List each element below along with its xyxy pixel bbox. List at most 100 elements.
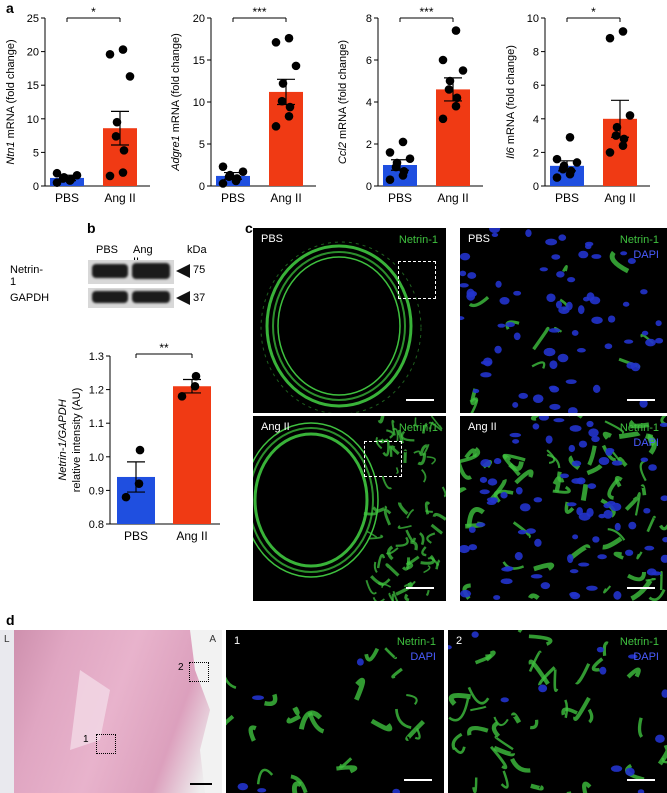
data-point	[565, 132, 575, 142]
nucleus	[623, 339, 634, 344]
netrin-signal	[614, 476, 623, 488]
netrin-signal	[391, 667, 403, 679]
nucleus	[567, 277, 576, 283]
netrin-signal	[618, 430, 641, 440]
netrin-signal	[489, 745, 508, 770]
netrin-signal	[385, 563, 400, 577]
y-tick-label: 0	[366, 181, 372, 193]
micro-marker-netrin: Netrin-1	[619, 636, 659, 648]
micro-marker-netrin: Netrin-1	[619, 422, 659, 434]
netrin-signal	[561, 707, 578, 716]
netrin-signal	[533, 562, 555, 572]
nucleus	[628, 521, 637, 530]
netrin-signal	[586, 464, 603, 476]
netrin-signal	[336, 765, 358, 774]
netrin-signal	[381, 475, 392, 490]
data-point	[399, 167, 409, 176]
nucleus	[448, 645, 452, 650]
netrin-signal	[490, 478, 507, 501]
netrin-signal	[448, 693, 472, 706]
y-tick-label: 1.0	[89, 452, 104, 464]
nucleus	[497, 323, 506, 328]
blot-row-netrin: Netrin-1	[10, 264, 44, 288]
data-point	[398, 137, 408, 147]
netrin-signal	[420, 554, 435, 565]
nucleus	[539, 267, 548, 272]
nucleus	[538, 416, 550, 421]
netrin-signal	[528, 634, 553, 646]
netrin-signal	[468, 296, 490, 308]
nucleus	[491, 232, 499, 237]
scale-bar	[627, 587, 655, 589]
netrin-signal	[527, 593, 540, 600]
nucleus	[641, 330, 649, 336]
netrin-signal	[613, 551, 624, 560]
nucleus	[558, 234, 567, 241]
y-tick-label: 25	[27, 13, 39, 25]
nucleus	[648, 464, 657, 471]
netrin-signal	[601, 444, 617, 462]
netrin-signal	[417, 453, 427, 466]
x-tick-label: PBS	[388, 191, 412, 205]
data-point	[572, 158, 582, 167]
y-tick-label: 0	[33, 181, 39, 193]
nucleus	[591, 435, 600, 443]
netrin-signal	[395, 582, 413, 596]
blot-row-gapdh: GAPDH	[10, 292, 50, 304]
netrin-signal	[553, 669, 559, 692]
nucleus	[500, 697, 509, 703]
nucleus	[553, 418, 565, 423]
nucleus	[622, 301, 630, 307]
nucleus	[257, 788, 267, 793]
nucleus	[644, 545, 655, 551]
netrin-signal	[403, 581, 413, 587]
y-axis-label: Ntn1 mRNA (fold change)	[5, 39, 17, 164]
nucleus	[599, 666, 607, 675]
netrin-signal	[386, 429, 395, 439]
data-point	[444, 85, 454, 94]
nucleus	[525, 229, 532, 237]
blot-kda-netrin: 75	[193, 264, 206, 276]
netrin-signal	[387, 545, 394, 561]
data-point	[385, 148, 395, 157]
netrin-signal	[286, 714, 302, 724]
netrin-signal	[494, 735, 514, 751]
netrin-signal	[474, 654, 492, 665]
y-tick-label: 8	[533, 47, 539, 59]
netrin-signal	[391, 419, 396, 436]
nucleus	[614, 522, 621, 531]
y-tick-label: 4	[533, 114, 539, 126]
netrin-signal	[290, 774, 308, 793]
nucleus	[476, 522, 486, 527]
nucleus	[576, 348, 586, 353]
nucleus	[592, 536, 600, 543]
data-point	[278, 79, 288, 88]
nucleus	[584, 243, 592, 250]
y-axis-label: Netrin-1/GAPDH	[57, 399, 69, 480]
micro-d-1: 1 Netrin-1 DAPI	[226, 630, 444, 793]
netrin-signal	[603, 585, 612, 594]
netrin-signal	[373, 561, 378, 574]
nucleus	[503, 566, 514, 571]
data-point	[52, 168, 62, 178]
nucleus	[534, 538, 542, 547]
data-point	[271, 38, 281, 47]
netrin-signal	[604, 420, 625, 434]
netrin-signal	[418, 532, 425, 546]
y-tick-label: 5	[33, 147, 39, 159]
netrin-signal	[467, 725, 489, 736]
nucleus	[637, 789, 645, 793]
netrin-signal	[530, 783, 544, 791]
nucleus	[625, 549, 634, 556]
netrin-signal	[659, 524, 667, 531]
y-tick-label: 20	[193, 13, 205, 25]
netrin-signal	[646, 515, 656, 533]
nucleus	[569, 569, 579, 574]
data-point	[619, 134, 629, 144]
hne-label-l: L	[4, 634, 10, 645]
data-point	[452, 93, 462, 103]
netrin-signal	[467, 686, 490, 705]
nucleus	[548, 328, 561, 333]
scale-bar	[404, 779, 432, 781]
netrin-signal	[591, 657, 604, 672]
